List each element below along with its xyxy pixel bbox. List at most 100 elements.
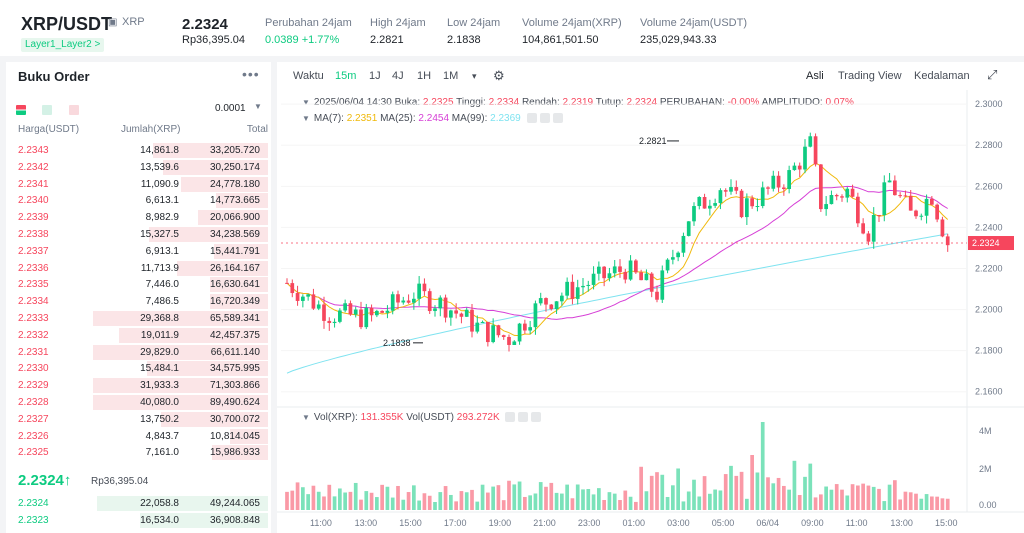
candle — [618, 266, 622, 272]
row-price: 2.2330 — [18, 363, 49, 375]
volume-bar — [353, 482, 358, 510]
order-book-row[interactable]: 2.2335 7,446.0 16,630.641 — [6, 276, 271, 293]
view-tradingview[interactable]: Trading View — [838, 70, 902, 82]
candle — [813, 136, 818, 165]
bids-view-icon[interactable] — [42, 105, 53, 115]
candle — [671, 257, 675, 260]
info-icon[interactable]: ▣ — [108, 17, 118, 28]
row-qty: 7,486.5 — [145, 296, 179, 308]
candle — [343, 303, 347, 311]
candle — [364, 307, 369, 328]
depth-bar — [140, 512, 268, 528]
volume-bar — [348, 491, 353, 510]
candle — [903, 195, 908, 197]
order-book-row[interactable]: 2.2331 29,829.0 66,611.140 — [6, 344, 271, 361]
tick-size-select[interactable]: 0.0001 — [215, 103, 246, 114]
candle — [338, 310, 342, 322]
order-book-row[interactable]: 2.2339 8,982.9 20,066.900 — [6, 209, 271, 226]
view-original[interactable]: Asli — [806, 70, 824, 82]
volume-bar — [634, 501, 638, 510]
interval-more-icon[interactable]: ▾ — [472, 71, 477, 81]
asks-view-icon[interactable] — [68, 105, 79, 115]
candle — [766, 187, 770, 189]
current-price-tag — [968, 236, 1014, 251]
volume-bar — [549, 482, 554, 510]
volume-bar — [306, 494, 310, 510]
chevron-down-icon[interactable]: ▼ — [254, 102, 262, 111]
x-tick-label: 05:00 — [712, 518, 735, 528]
candle — [486, 321, 490, 343]
candle — [480, 321, 485, 323]
order-book-row[interactable]: 2.2337 6,913.1 15,441.791 — [6, 243, 271, 260]
depth-bar — [96, 496, 268, 511]
volume-bar — [422, 493, 427, 510]
candle — [628, 260, 633, 280]
order-book-row[interactable]: 2.2324 22,058.8 49,244.065 — [6, 495, 271, 512]
candle — [871, 214, 876, 242]
close-icon[interactable] — [531, 412, 542, 423]
row-total: 33,205.720 — [209, 145, 260, 156]
ohlc-info: ▼ 2025/06/04 14:30 Buka: 2.2325 Tinggi: 2… — [302, 97, 854, 108]
pair-title[interactable]: XRP/USDT — [21, 14, 113, 34]
row-total: 36,908.848 — [209, 514, 260, 526]
tab-1d[interactable]: 1H — [417, 70, 432, 82]
order-book-row[interactable]: 2.2323 16,534.0 36,908.848 — [6, 512, 271, 529]
order-book-row[interactable]: 2.2325 7,161.0 15,986.933 — [6, 444, 271, 461]
view-depth[interactable]: Kedalaman — [914, 70, 970, 82]
candle — [496, 325, 501, 336]
tab-15m[interactable]: 15m — [335, 70, 357, 82]
volume-bar — [655, 472, 659, 510]
settings-icon[interactable]: ⚙ — [493, 68, 505, 83]
tab-1m[interactable]: 1M — [443, 70, 459, 82]
more-icon[interactable]: ••• — [242, 66, 260, 82]
order-book-row[interactable]: 2.2342 13,539.6 30,250.174 — [6, 159, 271, 176]
tab-1h[interactable]: 1J — [369, 70, 381, 82]
x-tick-label: 11:00 — [310, 518, 332, 528]
order-book-row[interactable]: 2.2329 31,933.3 71,303.866 — [6, 377, 271, 394]
order-book-row[interactable]: 2.2336 11,713.9 26,164.167 — [6, 260, 271, 277]
order-book-title: Buku Order — [18, 69, 90, 84]
row-total: 16,720.349 — [209, 296, 260, 308]
candle — [945, 236, 950, 246]
volume-bar — [930, 496, 934, 510]
fullscreen-icon[interactable]: ⤢ — [987, 67, 998, 82]
eye-icon[interactable] — [505, 412, 516, 423]
category-tag[interactable]: Layer1_Layer2 > — [21, 38, 105, 52]
row-price: 2.2332 — [18, 329, 49, 341]
price-chart[interactable]: 2.3000 2.2800 2.2600 2.2400 2.2200 2.2000 2.18… — [277, 62, 1024, 533]
current-price-label: 2.2324 — [972, 238, 1000, 248]
row-qty: 15,484.1 — [140, 363, 179, 375]
eye-icon[interactable] — [526, 113, 537, 124]
depth-bar — [93, 394, 268, 410]
mid-price: 2.2324↑ — [18, 472, 72, 489]
order-book-row[interactable]: 2.2334 7,486.5 16,720.349 — [6, 293, 271, 310]
settings-small-icon[interactable] — [518, 412, 529, 423]
candle — [359, 309, 363, 328]
x-tick-label: 09:00 — [801, 518, 824, 528]
order-book-row[interactable]: 2.2326 4,843.7 10,814.045 — [6, 428, 271, 445]
candle — [866, 233, 871, 242]
candle — [491, 325, 495, 343]
both-sides-view-icon[interactable] — [16, 105, 26, 115]
candle — [924, 198, 929, 216]
order-book-row[interactable]: 2.2328 40,080.0 89,490.624 — [6, 394, 271, 411]
candle — [819, 164, 823, 210]
order-book-row[interactable]: 2.2332 19,011.9 42,457.375 — [6, 327, 271, 344]
tab-4h[interactable]: 4J — [392, 70, 404, 82]
row-total: 15,986.933 — [209, 447, 260, 459]
settings-small-icon[interactable] — [539, 113, 550, 124]
order-book-row[interactable]: 2.2338 15,327.5 34,238.569 — [6, 226, 271, 243]
candle — [692, 206, 696, 222]
x-tick-label: 06/04 — [756, 518, 779, 528]
row-price: 2.2324 — [18, 498, 49, 509]
candle — [935, 204, 939, 220]
order-book-row[interactable]: 2.2333 29,368.8 65,589.341 — [6, 310, 271, 327]
order-book-row[interactable]: 2.2340 6,613.1 14,773.665 — [6, 192, 271, 209]
close-icon[interactable] — [552, 113, 563, 124]
order-book-row[interactable]: 2.2330 15,484.1 34,575.995 — [6, 360, 271, 377]
order-book-row[interactable]: 2.2341 11,090.9 24,778.180 — [6, 176, 271, 193]
tab-time[interactable]: Waktu — [293, 70, 324, 82]
order-book-row[interactable]: 2.2327 13,750.2 30,700.072 — [6, 411, 271, 428]
order-book-row[interactable]: 2.2343 14,861.8 33,205.720 — [6, 142, 271, 159]
candle — [375, 310, 379, 316]
